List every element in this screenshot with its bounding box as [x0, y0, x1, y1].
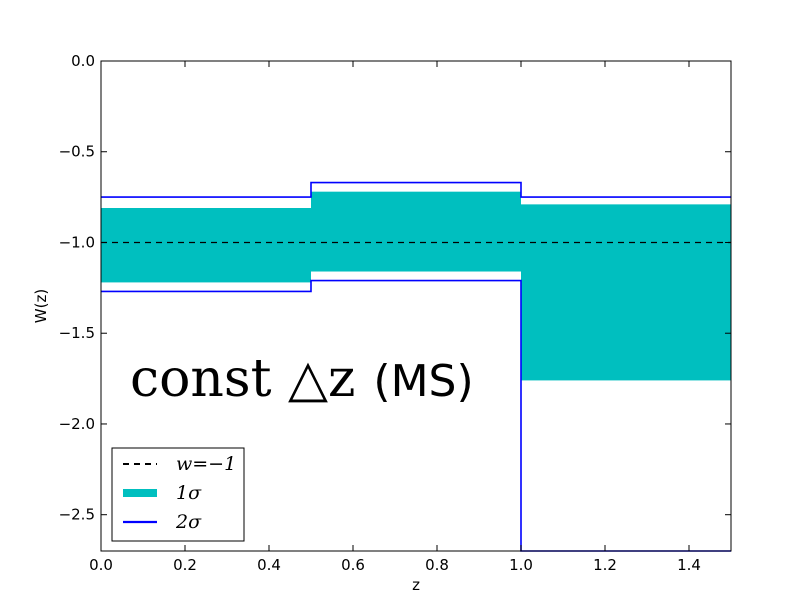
y-tick-label: −1.0 [59, 233, 95, 251]
x-tick-label: 0.8 [425, 556, 449, 574]
plot-frame [100, 60, 732, 552]
y-tick-label: −2.5 [59, 506, 95, 524]
x-tick-label: 0.2 [173, 556, 197, 574]
y-tick-label: −1.5 [59, 324, 95, 342]
annotation: const △z (MS) [130, 349, 474, 409]
sigma1-bands [101, 191, 731, 381]
sigma1-band-1 [311, 191, 521, 272]
x-axis-label: z [412, 576, 420, 594]
y-tick-label: −2.0 [59, 415, 95, 433]
annotation-math: const △z [130, 349, 355, 409]
x-tick-label: 1.4 [677, 556, 701, 574]
legend-label-2sigma: 2σ [175, 511, 202, 533]
legend-label-ref: w=−1 [176, 453, 236, 475]
x-tick-label: 0.0 [89, 556, 113, 574]
legend: w=−1 1σ 2σ [111, 447, 245, 542]
y-axis-label: W(z) [32, 289, 50, 323]
legend-label-1sigma: 1σ [176, 482, 202, 504]
x-tick-label: 0.4 [257, 556, 281, 574]
annotation-text: (MS) [373, 356, 473, 407]
x-tick-label: 0.6 [341, 556, 365, 574]
x-axis-ticks: 0.0 0.2 0.4 0.6 0.8 1.0 1.2 1.4 [89, 61, 701, 574]
x-tick-label: 1.0 [509, 556, 533, 574]
legend-swatch-1sigma [123, 489, 157, 497]
x-tick-label: 1.2 [593, 556, 617, 574]
sigma1-band-2 [521, 204, 731, 381]
sigma2-upper-line [101, 181, 731, 198]
y-tick-label: −0.5 [59, 143, 95, 161]
y-tick-label: 0.0 [71, 52, 95, 70]
sigma1-band-0 [101, 208, 311, 283]
y-axis-ticks: 0.0 −0.5 −1.0 −1.5 −2.0 −2.5 [59, 52, 731, 524]
